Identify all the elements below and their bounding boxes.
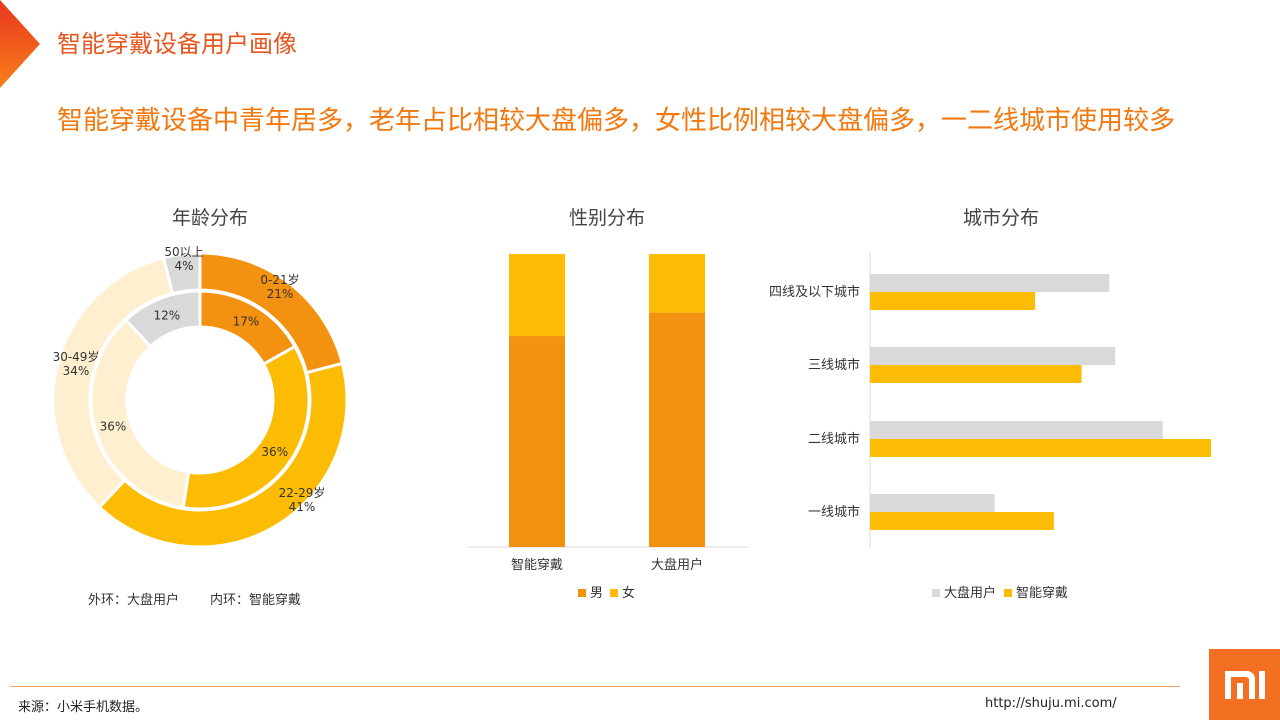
- gender-legend-label-1: 女: [622, 585, 635, 601]
- outer-slice-label-1: 41%: [289, 500, 316, 514]
- gender-bar-男-1: [649, 312, 705, 547]
- inner-slice-label-2: 36%: [100, 420, 127, 434]
- city-category-label-2: 二线城市: [808, 431, 860, 447]
- gender-bar-女-1: [649, 254, 705, 313]
- gender-category-label-1: 大盘用户: [651, 557, 703, 573]
- city-legend-swatch-1: [1004, 589, 1012, 597]
- gender-chart-title: 性别分布: [568, 207, 645, 229]
- mi-logo: [1209, 649, 1280, 720]
- city-category-label-0: 四线及以下城市: [769, 284, 860, 300]
- source-note: 来源：小米手机数据。: [18, 700, 149, 715]
- city-category-label-3: 一线城市: [808, 504, 860, 520]
- outer-slice-category-0: 0-21岁: [260, 272, 299, 287]
- city-bar-大盘用户-0: [870, 274, 1110, 292]
- gender-bar-女-0: [509, 254, 565, 337]
- city-chart-title: 城市分布: [962, 207, 1039, 229]
- outer-slice-label-3: 4%: [174, 259, 193, 273]
- source-url-link[interactable]: http://shuju.mi.com/: [985, 696, 1117, 711]
- footer-divider: [10, 686, 1180, 687]
- gender-legend-swatch-1: [610, 589, 618, 597]
- corner-accent-shape: [0, 0, 40, 88]
- inner-slice-label-3: 12%: [153, 308, 180, 322]
- city-bar-智能穿戴-3: [870, 512, 1054, 530]
- inner-ring-note: 内环：智能穿戴: [210, 593, 302, 608]
- inner-slice-1: [181, 344, 311, 511]
- headline: 智能穿戴设备中青年居多，老年占比相较大盘偏多，女性比例相较大盘偏多，一二线城市使…: [57, 106, 1176, 136]
- city-legend-label-0: 大盘用户: [944, 585, 996, 601]
- city-bar-智能穿戴-1: [870, 365, 1082, 383]
- outer-slice-category-1: 22-29岁: [279, 485, 326, 500]
- outer-slice-label-2: 34%: [63, 364, 90, 378]
- mi-logo-icon: [1225, 671, 1265, 699]
- city-bar-大盘用户-2: [870, 421, 1163, 439]
- gender-category-label-0: 智能穿戴: [511, 557, 563, 573]
- gender-legend-swatch-0: [578, 589, 586, 597]
- inner-slice-label-0: 17%: [233, 314, 260, 328]
- city-legend-label-1: 智能穿戴: [1016, 585, 1068, 601]
- city-bar-智能穿戴-2: [870, 439, 1212, 457]
- age-chart-title: 年龄分布: [171, 207, 248, 229]
- gender-legend-label-0: 男: [590, 586, 603, 601]
- outer-ring-note: 外环：大盘用户: [88, 593, 180, 608]
- city-bar-智能穿戴-0: [870, 292, 1036, 310]
- inner-slice-label-1: 36%: [261, 445, 288, 459]
- outer-slice-category-2: 30-49岁: [53, 349, 100, 364]
- city-category-label-1: 三线城市: [808, 357, 860, 373]
- city-bar-大盘用户-1: [870, 347, 1116, 365]
- inner-slice-3: [123, 289, 202, 349]
- outer-slice-label-0: 21%: [267, 287, 294, 301]
- gender-bar-男-0: [509, 336, 565, 547]
- page-title: 智能穿戴设备用户画像: [57, 30, 297, 58]
- city-legend-swatch-0: [932, 589, 940, 597]
- inner-slice-2: [89, 317, 191, 510]
- city-bar-大盘用户-3: [870, 494, 995, 512]
- outer-slice-category-3: 50以上: [164, 245, 203, 259]
